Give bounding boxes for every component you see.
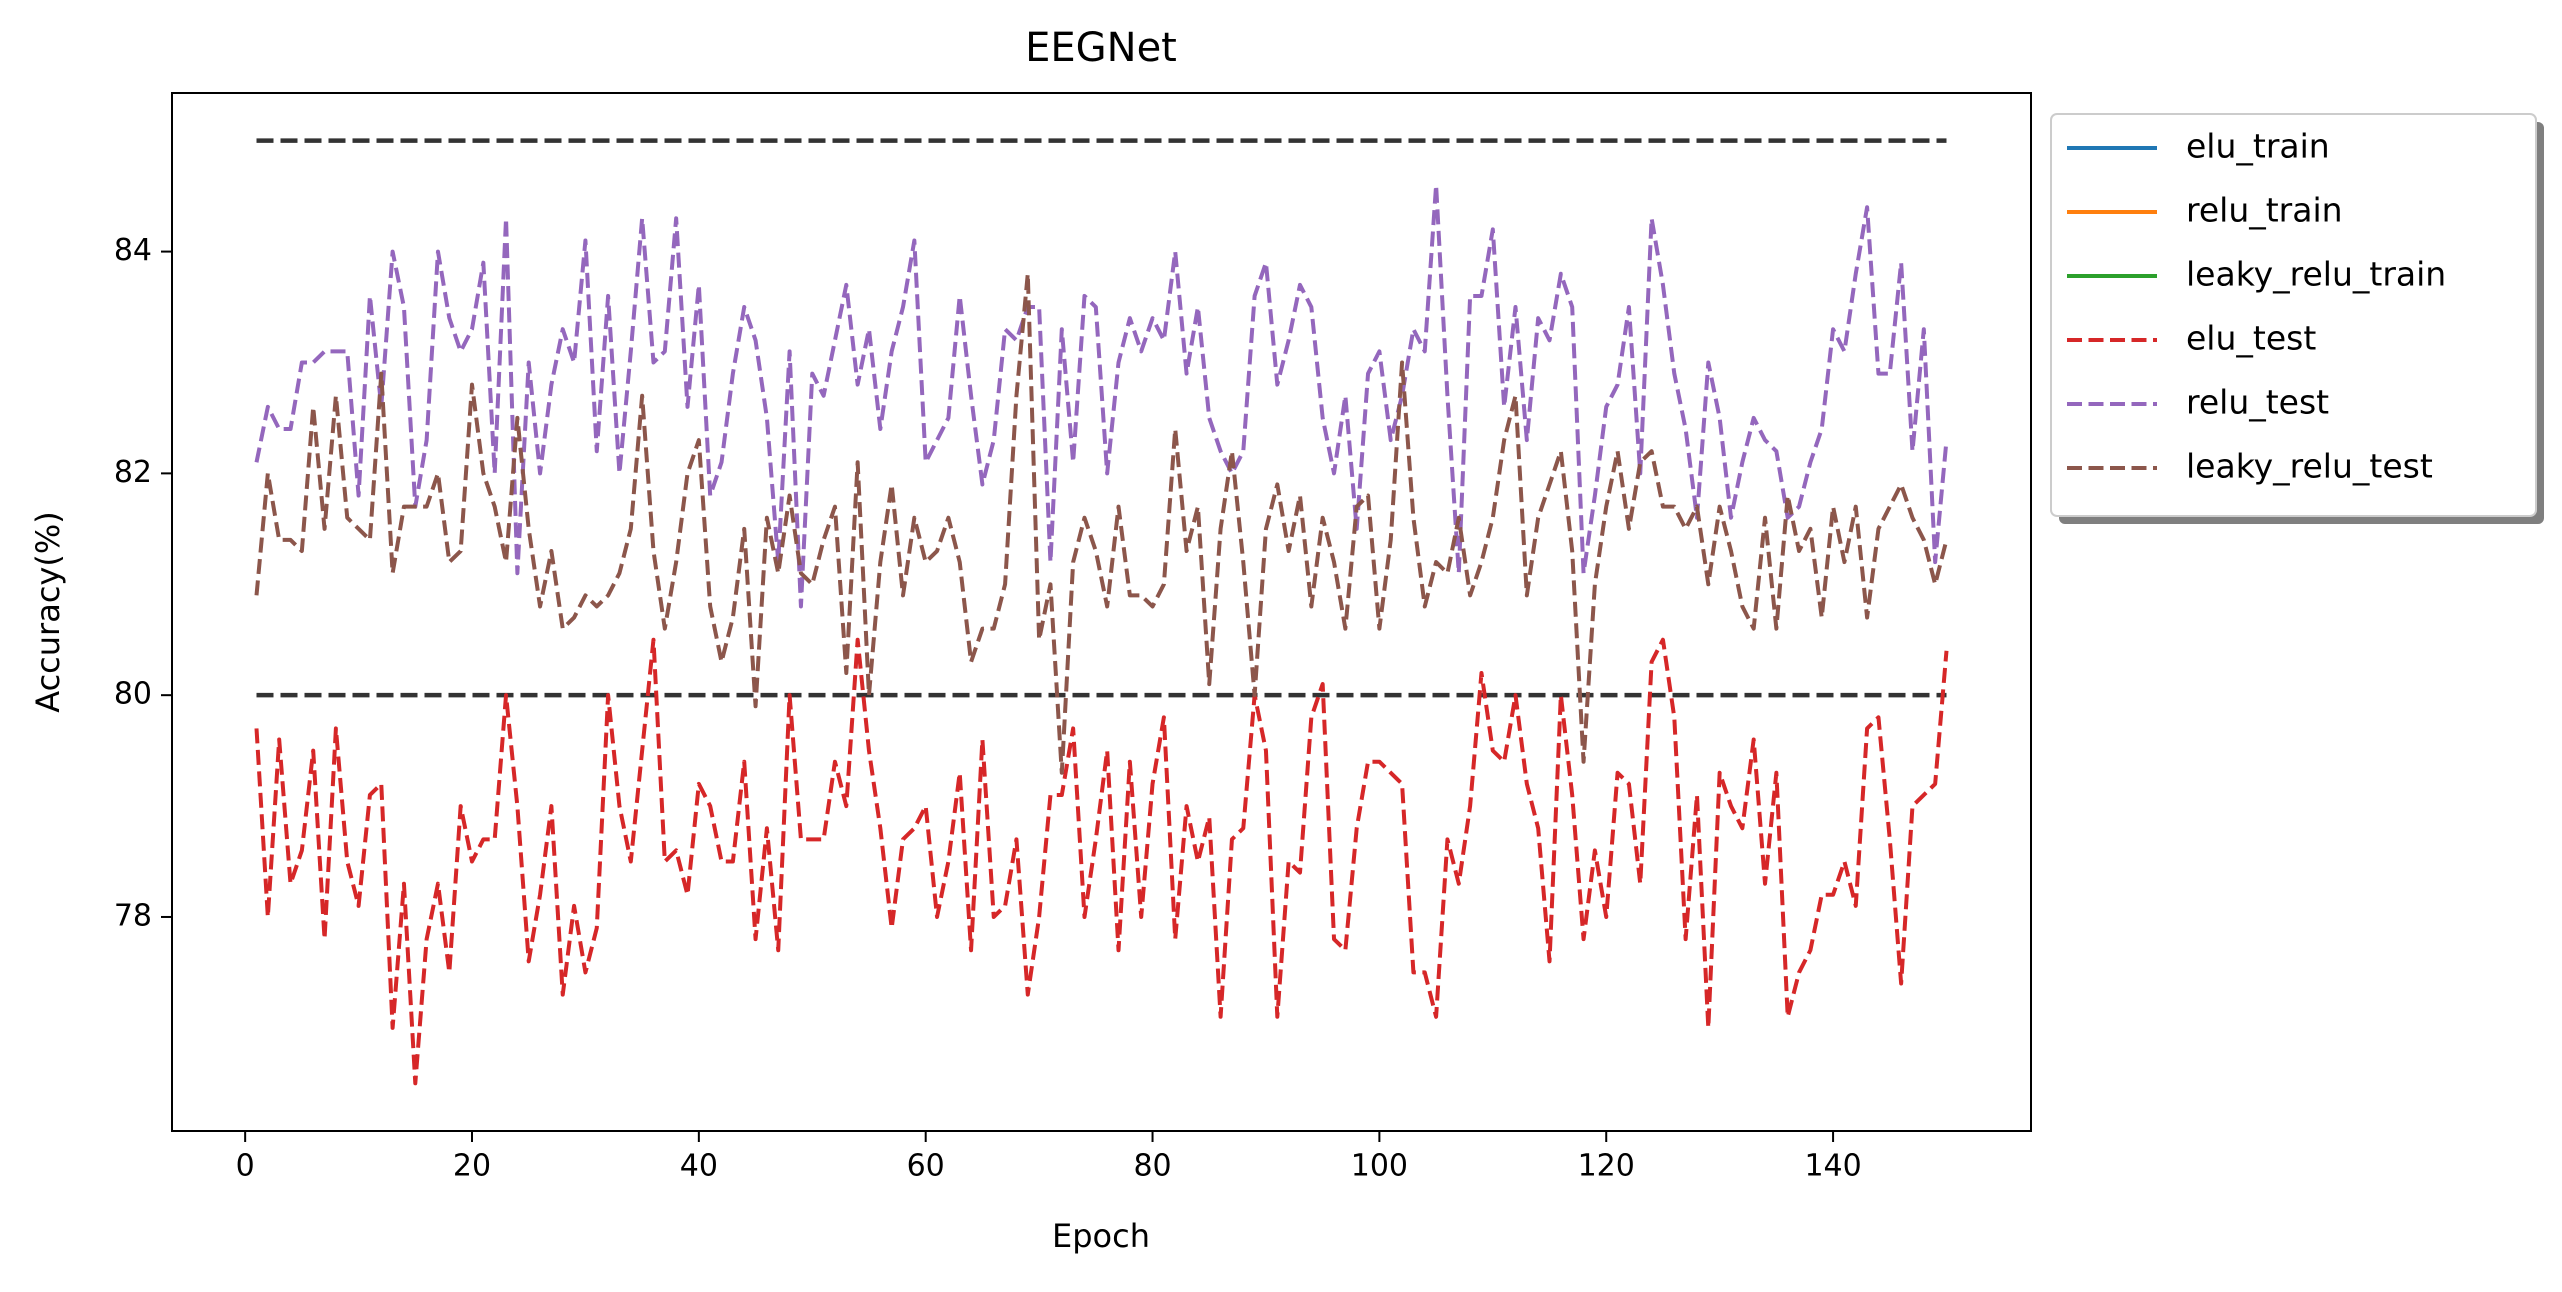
x-tick-label: 40 (680, 1149, 718, 1184)
legend-label: leaky_relu_test (2186, 447, 2433, 486)
x-tick-label: 120 (1578, 1149, 1635, 1184)
legend-label: elu_train (2186, 127, 2330, 166)
data-line (254, 183, 1949, 609)
axes-frame (171, 92, 2032, 1132)
legend-label: elu_test (2186, 319, 2316, 358)
x-tick-label: 80 (1133, 1149, 1171, 1184)
y-tick-label: 78 (114, 898, 152, 933)
y-tick-label: 80 (114, 677, 152, 712)
x-tick-label: 0 (236, 1149, 255, 1184)
legend-label: leaky_relu_train (2186, 255, 2446, 294)
y-axis-label: Accuracy(%) (29, 511, 67, 712)
data-line (254, 271, 1949, 775)
x-tick-label: 60 (907, 1149, 945, 1184)
x-axis-label: Epoch (1052, 1217, 1150, 1255)
x-tick-label: 100 (1351, 1149, 1408, 1184)
legend-box (2050, 113, 2537, 517)
legend-label: relu_train (2186, 191, 2343, 230)
plot-area (254, 138, 1949, 1086)
data-line (254, 637, 1949, 1086)
x-tick-label: 140 (1804, 1149, 1861, 1184)
x-tick-label: 20 (453, 1149, 491, 1184)
legend-label: relu_test (2186, 383, 2329, 422)
y-tick-label: 84 (114, 233, 152, 268)
y-tick-label: 82 (114, 455, 152, 490)
chart-title: EEGNet (1025, 25, 1177, 71)
